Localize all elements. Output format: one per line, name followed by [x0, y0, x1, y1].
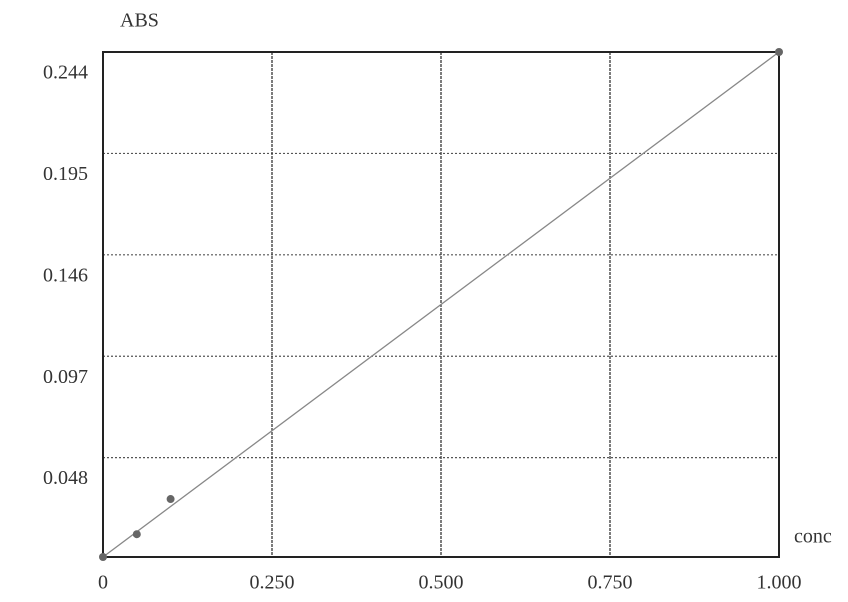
data-point: [775, 48, 783, 56]
y-tick-label: 0.097: [43, 366, 88, 388]
page: ABS conc 0.048 0.097 0.146 0.195 0.244 0 0.250…: [0, 0, 848, 602]
data-point: [99, 553, 107, 561]
x-tick-label: 0.750: [588, 572, 633, 594]
y-tick-label: 0.195: [43, 163, 88, 185]
data-point: [133, 530, 141, 538]
background: [0, 0, 848, 602]
x-axis-label: conc: [794, 526, 832, 548]
chart: ABS conc 0.048 0.097 0.146 0.195 0.244 0 0.250…: [0, 0, 848, 602]
x-tick-label: 0.500: [419, 572, 464, 594]
x-tick-label: 0.250: [250, 572, 295, 594]
y-tick-label: 0.048: [43, 467, 88, 489]
y-axis-label: ABS: [120, 10, 159, 32]
x-tick-label: 0: [98, 572, 108, 594]
data-point: [167, 495, 175, 503]
y-tick-label: 0.146: [43, 264, 88, 286]
y-tick-label: 0.244: [43, 62, 88, 84]
x-tick-label: 1.000: [757, 572, 802, 594]
